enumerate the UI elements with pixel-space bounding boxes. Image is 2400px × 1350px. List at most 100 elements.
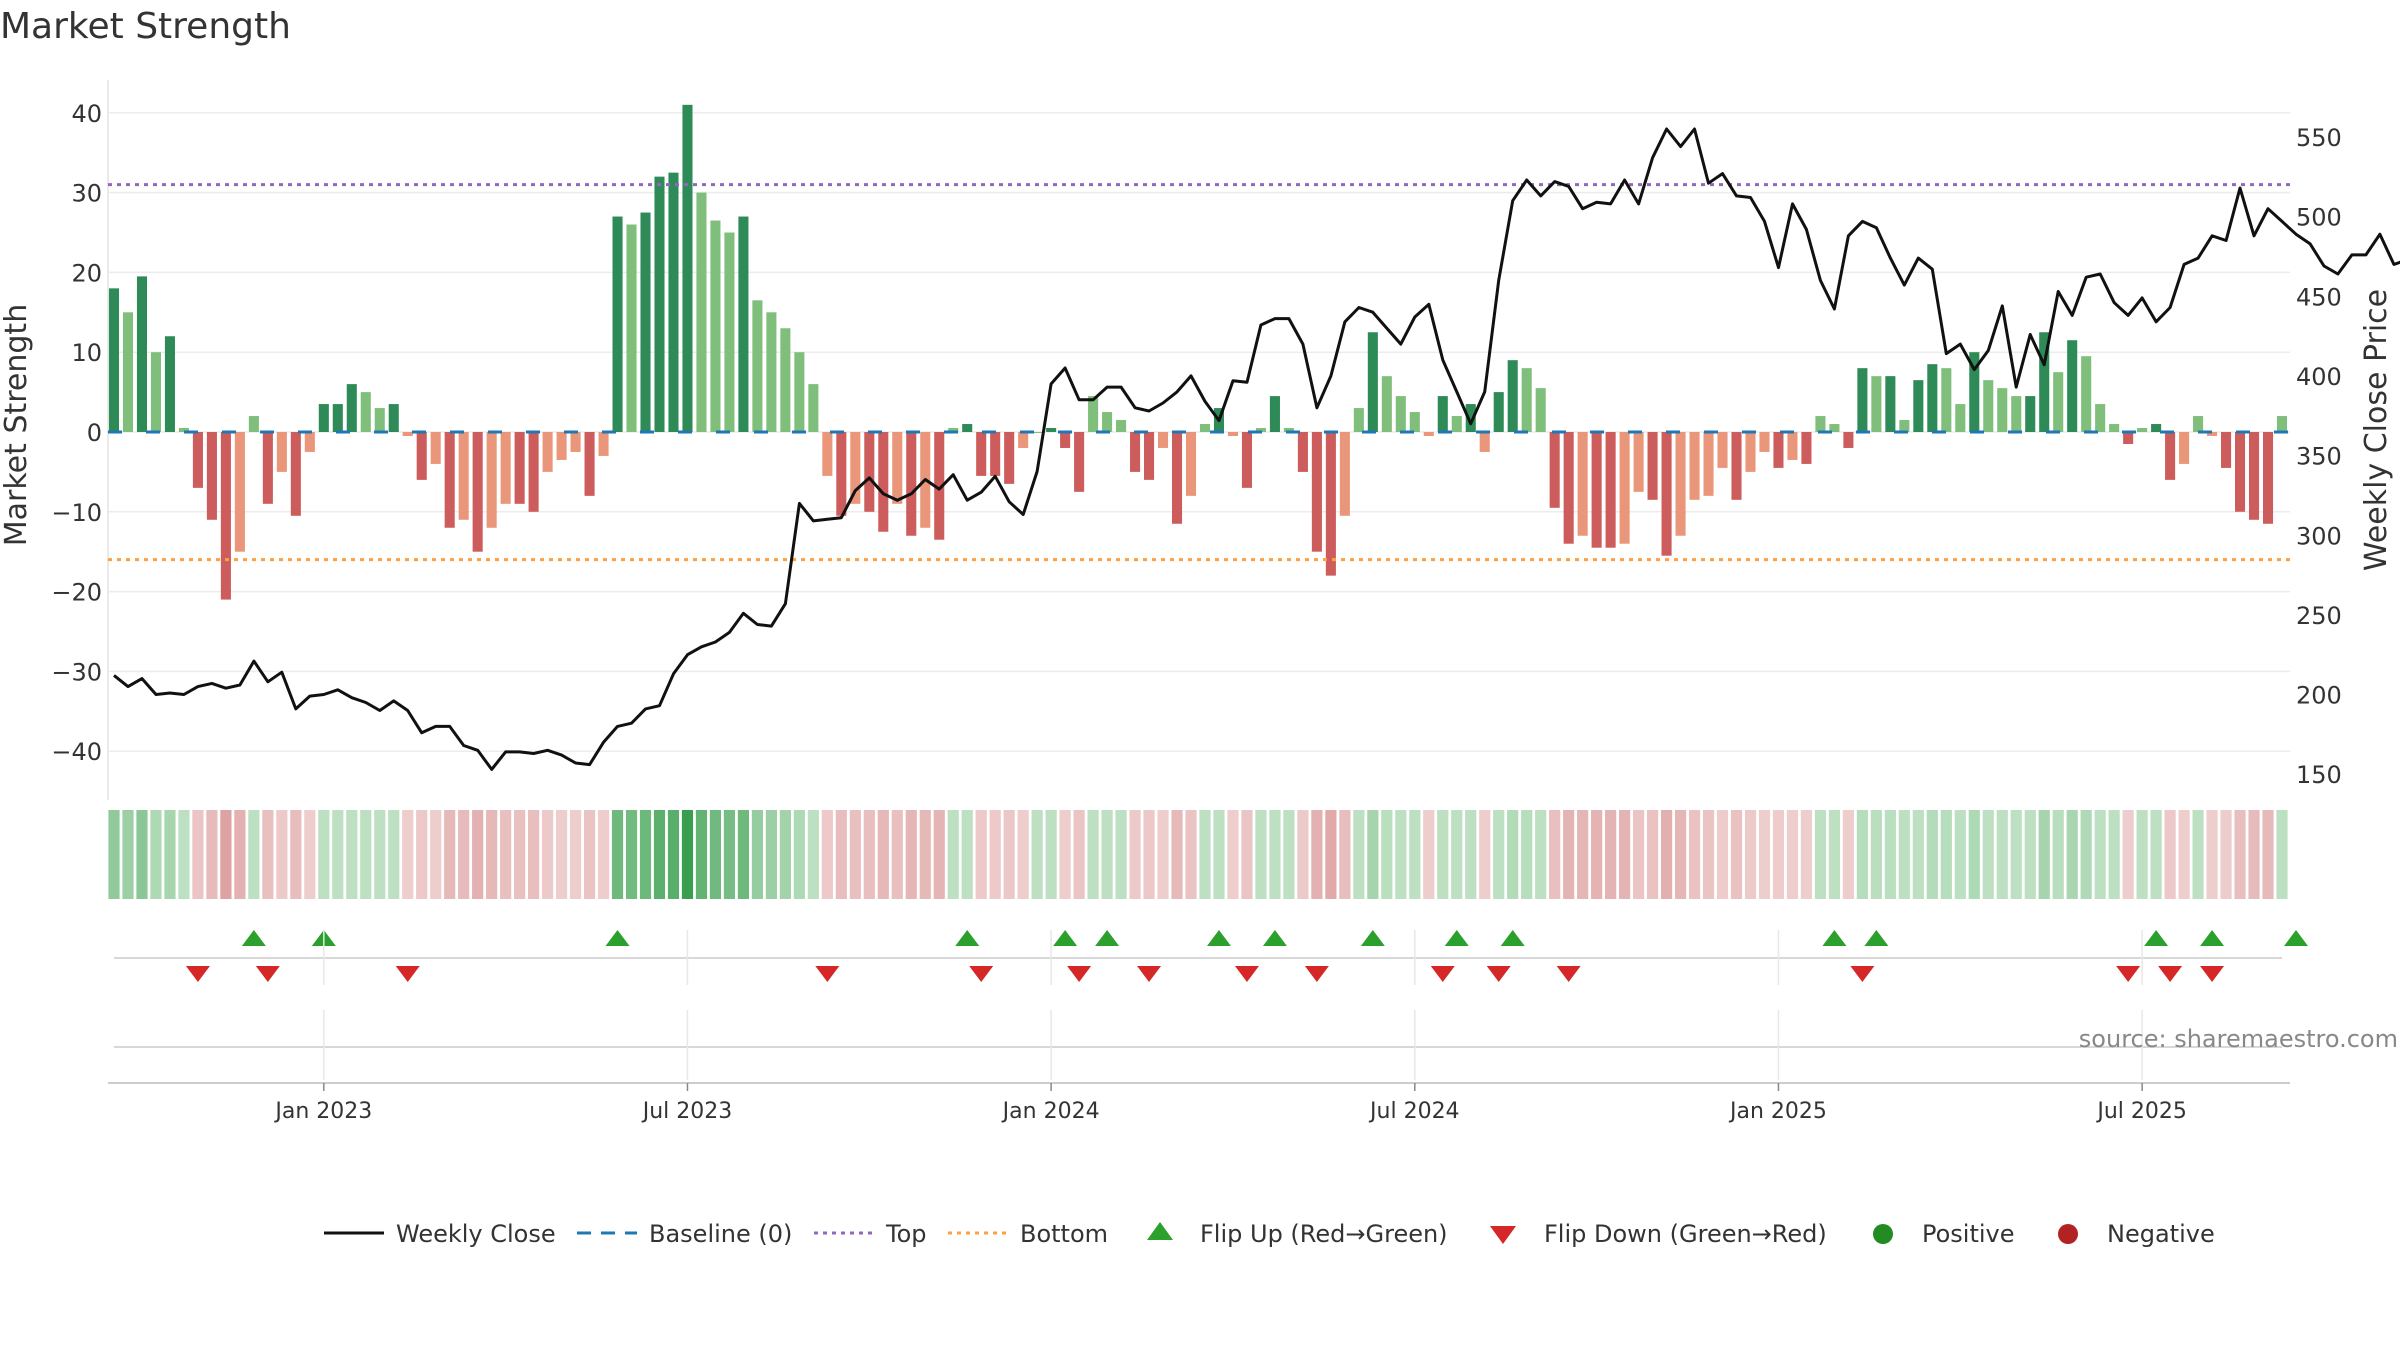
strength-bar xyxy=(906,432,917,536)
strength-bar xyxy=(500,432,511,504)
strength-bar xyxy=(178,428,189,432)
heat-cell xyxy=(1031,810,1043,899)
heat-cell xyxy=(1549,810,1561,899)
heat-cell xyxy=(583,810,596,899)
heat-cell xyxy=(486,810,498,899)
x-tick-label: Jan 2025 xyxy=(1728,1099,1827,1124)
strength-bar xyxy=(2095,404,2106,432)
heat-cell xyxy=(1017,810,1029,899)
heat-cell xyxy=(1059,810,1071,899)
strength-bar xyxy=(1941,368,1952,432)
legend-top: Top xyxy=(885,1220,927,1248)
strength-bar xyxy=(1297,432,1308,472)
heat-cell xyxy=(835,810,847,899)
heat-cell xyxy=(1632,810,1645,899)
heat-cell xyxy=(2010,810,2022,899)
strength-bar xyxy=(1185,432,1197,496)
strength-bar xyxy=(1885,376,1896,432)
flip-down-marker xyxy=(185,966,210,982)
heat-cell xyxy=(1045,810,1057,899)
strength-bar xyxy=(1899,420,1910,432)
flip-up-marker xyxy=(955,930,980,946)
strength-bar xyxy=(1787,432,1798,460)
strength-bar xyxy=(1353,408,1364,432)
heat-cell xyxy=(1437,810,1449,899)
flip-down-marker xyxy=(815,966,840,982)
strength-bar xyxy=(682,104,693,432)
strength-bar xyxy=(1591,432,1602,548)
strength-bar xyxy=(444,432,455,528)
strength-bar xyxy=(696,192,707,432)
heat-cell xyxy=(2192,810,2204,899)
heat-cell xyxy=(961,810,973,899)
right-tick-label: 200 xyxy=(2296,682,2342,710)
strength-bar xyxy=(1773,432,1784,468)
heat-cell xyxy=(905,810,917,899)
flip-down-marker xyxy=(1556,966,1581,982)
x-axis: Jan 2023 Jul 2023 Jan 2024 Jul 2024 Jan 2025… xyxy=(108,930,2290,1124)
strength-bar xyxy=(710,220,721,432)
heat-cell xyxy=(262,810,274,899)
strength-bar xyxy=(1801,432,1812,464)
legend-baseline: Baseline (0) xyxy=(649,1220,792,1248)
left-tick-label: 10 xyxy=(71,339,102,367)
strength-bar xyxy=(1689,432,1700,500)
heat-cell xyxy=(2178,810,2190,899)
strength-bar xyxy=(1130,432,1141,472)
strength-bar xyxy=(1745,432,1756,472)
strength-bar xyxy=(2165,432,2176,480)
strength-bar xyxy=(1997,388,2008,432)
strength-bar xyxy=(374,408,385,432)
heat-cell xyxy=(360,810,372,899)
heat-cell xyxy=(947,810,959,899)
strength-bar xyxy=(346,384,357,432)
legend-bottom: Bottom xyxy=(1020,1220,1108,1248)
heat-cell xyxy=(1115,810,1127,899)
strength-bar xyxy=(1018,432,1029,448)
heat-cell xyxy=(1241,810,1253,899)
strength-bar xyxy=(1381,376,1392,432)
flip-markers xyxy=(114,930,2308,982)
strength-bar xyxy=(514,432,525,504)
heat-cell xyxy=(276,810,288,899)
heat-cell xyxy=(555,810,568,899)
legend-negative-icon xyxy=(2058,1224,2078,1244)
heat-cell xyxy=(514,810,526,899)
strength-bar xyxy=(1451,416,1462,432)
strength-bar xyxy=(1088,396,1099,432)
flip-down-marker xyxy=(2158,966,2183,982)
heat-cell xyxy=(1073,810,1085,899)
strength-bar xyxy=(262,432,273,504)
heat-cell xyxy=(2234,810,2246,899)
strength-bar xyxy=(1171,432,1183,524)
strength-bar xyxy=(2235,432,2246,512)
heat-cell xyxy=(290,810,302,899)
heat-cell xyxy=(136,810,148,899)
strength-bar xyxy=(584,432,595,496)
strength-bar xyxy=(1563,432,1574,544)
heat-cell xyxy=(1758,810,1771,899)
strength-bar xyxy=(752,300,763,432)
strength-bar xyxy=(808,384,819,432)
strength-bar xyxy=(2123,432,2134,444)
price-line-layer xyxy=(113,127,2400,771)
strength-bar xyxy=(1843,432,1854,448)
heat-cell xyxy=(1157,810,1169,899)
right-tick-label: 500 xyxy=(2296,204,2342,232)
heat-cell xyxy=(1772,810,1785,899)
strength-bar xyxy=(1339,432,1350,516)
heat-cell xyxy=(765,810,777,899)
flip-up-marker xyxy=(2283,930,2308,946)
strength-bar xyxy=(1479,432,1490,452)
heat-cell xyxy=(597,810,610,899)
source-credit: source: sharemaestro.com xyxy=(2079,1025,2398,1053)
strength-bar xyxy=(598,432,609,456)
strength-bar xyxy=(2179,432,2190,464)
heat-cell xyxy=(430,810,442,899)
heat-cell xyxy=(164,810,176,899)
heat-cell xyxy=(500,810,512,899)
heat-cell xyxy=(304,810,316,899)
weekly-close-line xyxy=(113,127,2400,771)
strength-bar xyxy=(2081,356,2092,432)
strength-bar xyxy=(766,312,777,432)
